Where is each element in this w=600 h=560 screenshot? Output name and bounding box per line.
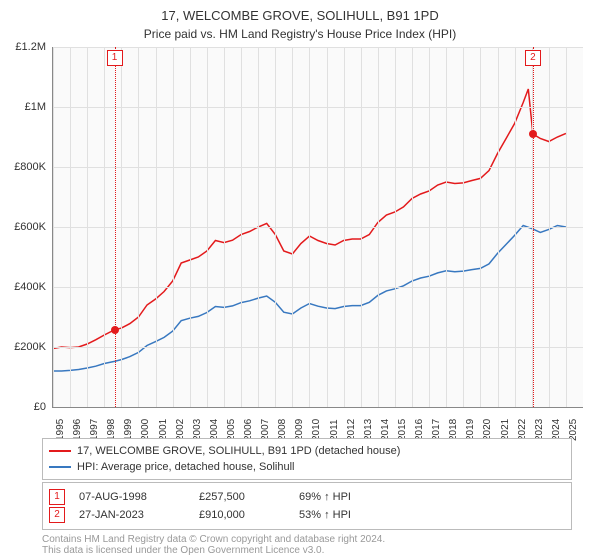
gridline-h (53, 167, 583, 168)
license-line-1: Contains HM Land Registry data © Crown c… (42, 534, 558, 545)
transaction-date: 07-AUG-1998 (79, 491, 199, 503)
transactions-table: 1 07-AUG-1998£257,50069% ↑ HPI 2 27-JAN-202… (42, 482, 572, 530)
legend-swatch (49, 466, 71, 468)
gridline-v (344, 47, 345, 407)
y-tick-label: £600K (14, 221, 46, 233)
gridline-v (429, 47, 430, 407)
gridline-v (275, 47, 276, 407)
license-line-2: This data is licensed under the Open Gov… (42, 545, 558, 556)
gridline-h (53, 347, 583, 348)
legend-label: HPI: Average price, detached house, Soli… (77, 461, 295, 473)
gridline-v (173, 47, 174, 407)
gridline-h (53, 107, 583, 108)
legend: 17, WELCOMBE GROVE, SOLIHULL, B91 1PD (d… (42, 438, 572, 480)
gridline-v (378, 47, 379, 407)
gridline-v (53, 47, 54, 407)
marker-vline (533, 47, 534, 407)
y-tick-label: £1.2M (15, 41, 46, 53)
gridline-v (498, 47, 499, 407)
y-tick-label: £1M (25, 101, 46, 113)
gridline-h (53, 227, 583, 228)
gridline-v (190, 47, 191, 407)
gridline-v (412, 47, 413, 407)
marker-badge: 2 (525, 50, 541, 66)
gridline-v (361, 47, 362, 407)
license-text: Contains HM Land Registry data © Crown c… (42, 534, 558, 556)
x-axis-labels: 1995199619971998199920002001200220032004… (52, 409, 582, 439)
transaction-pct: 53% ↑ HPI (299, 509, 399, 521)
chart-area: £0£200K£400K£600K£800K£1M£1.2M 12 199519… (0, 47, 600, 427)
transaction-price: £910,000 (199, 509, 299, 521)
transaction-date: 27-JAN-2023 (79, 509, 199, 521)
marker-vline (115, 47, 116, 407)
chart-container: 17, WELCOMBE GROVE, SOLIHULL, B91 1PD Pr… (0, 0, 600, 560)
legend-swatch (49, 450, 71, 452)
legend-row: 17, WELCOMBE GROVE, SOLIHULL, B91 1PD (d… (49, 443, 565, 459)
gridline-v (138, 47, 139, 407)
legend-label: 17, WELCOMBE GROVE, SOLIHULL, B91 1PD (d… (77, 445, 400, 457)
gridline-v (70, 47, 71, 407)
gridline-v (156, 47, 157, 407)
marker-dot (111, 326, 119, 334)
gridline-v (104, 47, 105, 407)
transaction-badge: 1 (49, 489, 65, 505)
gridline-v (395, 47, 396, 407)
y-tick-label: £800K (14, 161, 46, 173)
gridline-h (53, 47, 583, 48)
plot-area: 12 (52, 47, 583, 408)
gridline-v (241, 47, 242, 407)
y-tick-label: £400K (14, 281, 46, 293)
legend-row: HPI: Average price, detached house, Soli… (49, 459, 565, 475)
gridline-v (87, 47, 88, 407)
gridline-v (515, 47, 516, 407)
y-tick-label: £0 (34, 401, 46, 413)
marker-badge: 1 (107, 50, 123, 66)
gridline-v (446, 47, 447, 407)
transaction-badge: 2 (49, 507, 65, 523)
gridline-v (224, 47, 225, 407)
transaction-pct: 69% ↑ HPI (299, 491, 399, 503)
transaction-price: £257,500 (199, 491, 299, 503)
gridline-v (121, 47, 122, 407)
transaction-row: 2 27-JAN-2023£910,00053% ↑ HPI (49, 506, 565, 524)
gridline-v (549, 47, 550, 407)
gridline-v (463, 47, 464, 407)
gridline-v (292, 47, 293, 407)
y-axis-labels: £0£200K£400K£600K£800K£1M£1.2M (0, 47, 50, 412)
page-title: 17, WELCOMBE GROVE, SOLIHULL, B91 1PD (0, 0, 600, 25)
marker-dot (529, 130, 537, 138)
gridline-v (258, 47, 259, 407)
page-subtitle: Price paid vs. HM Land Registry's House … (0, 25, 600, 47)
gridline-v (480, 47, 481, 407)
y-tick-label: £200K (14, 341, 46, 353)
gridline-h (53, 287, 583, 288)
gridline-v (566, 47, 567, 407)
gridline-v (207, 47, 208, 407)
gridline-v (309, 47, 310, 407)
gridline-v (327, 47, 328, 407)
transaction-row: 1 07-AUG-1998£257,50069% ↑ HPI (49, 488, 565, 506)
